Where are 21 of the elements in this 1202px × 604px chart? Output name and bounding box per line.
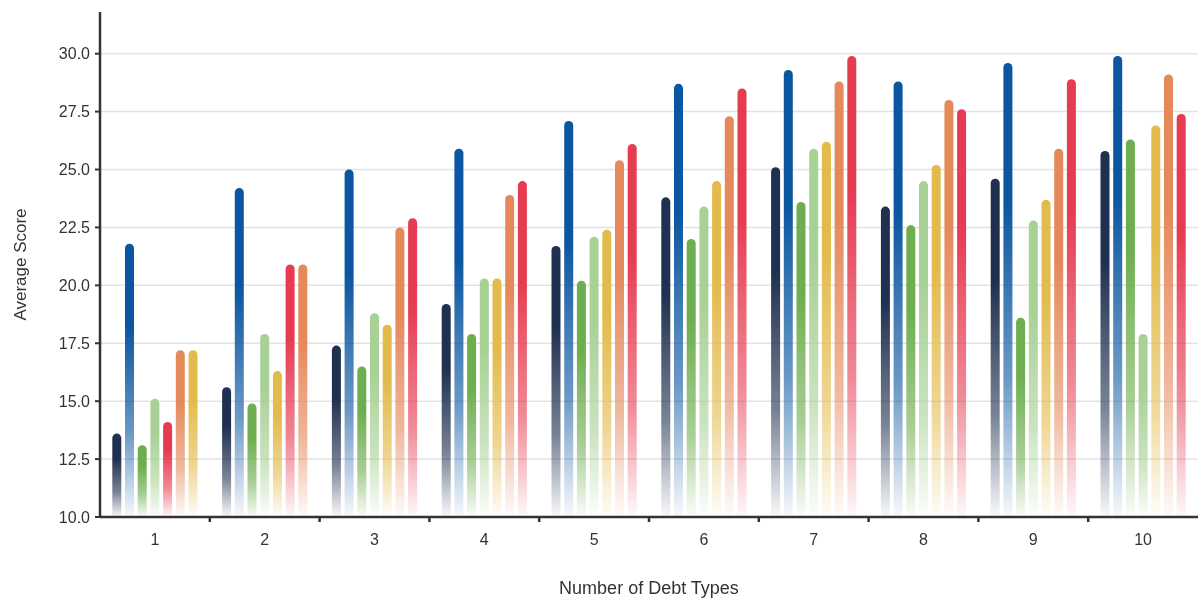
x-tick-label: 2 <box>260 531 270 548</box>
y-tick-label: 17.5 <box>58 334 91 352</box>
x-tick-label: 1 <box>150 531 160 548</box>
x-tick-label: 3 <box>370 531 380 548</box>
y-tick-label: 12.5 <box>58 450 91 468</box>
y-axis-title: Average Score <box>11 208 30 321</box>
y-tick-label: 25.0 <box>58 161 91 179</box>
y-tick-label: 20.0 <box>58 276 91 294</box>
y-tick-label: 27.5 <box>58 103 91 121</box>
x-tick-label: 10 <box>1134 531 1153 548</box>
x-tick-label: 6 <box>699 531 709 548</box>
y-tick-label: 10.0 <box>58 508 91 526</box>
x-tick-label: 4 <box>479 531 489 548</box>
y-tick-label: 30.0 <box>58 45 91 63</box>
y-tick-label: 22.5 <box>58 219 91 237</box>
x-tick-label: 9 <box>1028 531 1038 548</box>
x-axis-title: Number of Debt Types <box>559 578 739 598</box>
x-tick-label: 7 <box>809 531 819 548</box>
y-tick-label: 15.0 <box>58 392 91 410</box>
x-tick-label: 8 <box>919 531 929 548</box>
x-tick-label: 5 <box>589 531 599 548</box>
